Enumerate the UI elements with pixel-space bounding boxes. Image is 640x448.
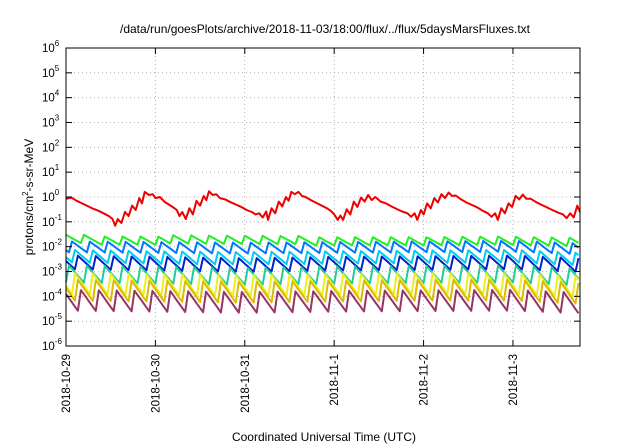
series-line-7 <box>65 278 580 305</box>
x-tick-label: 2018-11-3 <box>508 354 520 406</box>
y-tick-label: 105 <box>42 64 60 80</box>
y-tick-label: 103 <box>42 114 60 130</box>
y-tick-label: 101 <box>42 163 60 179</box>
y-tick-label: 102 <box>42 138 60 154</box>
x-tick-label: 2018-11-2 <box>419 354 431 406</box>
chart-title: /data/run/goesPlots/archive/2018-11-03/1… <box>120 22 531 36</box>
series-line-0 <box>65 190 581 227</box>
y-tick-label: 10-3 <box>42 263 62 279</box>
data-series <box>65 190 581 314</box>
x-axis-label: Coordinated Universal Time (UTC) <box>232 430 416 444</box>
series-line-3 <box>65 248 580 266</box>
x-tick-label: 2018-10-30 <box>150 354 162 413</box>
y-tick-label: 106 <box>42 39 60 55</box>
series-line-8 <box>65 288 580 314</box>
x-axis-ticks: 2018-10-29 2018-10-30 2018-10-31 2018-11-1 2… <box>61 48 520 413</box>
series-line-6 <box>65 272 580 298</box>
y-tick-label: 10-6 <box>42 337 62 353</box>
x-tick-label: 2018-10-29 <box>61 354 73 413</box>
y-tick-label: 100 <box>42 188 60 204</box>
y-axis-ticks: 106 105 104 103 102 101 100 10-1 10-2 10-3 10-4 10-… <box>42 39 580 353</box>
y-tick-label: 10-5 <box>42 312 62 328</box>
x-tick-label: 2018-10-31 <box>240 354 252 413</box>
series-line-1 <box>65 233 579 247</box>
x-tick-label: 2018-11-1 <box>329 354 341 406</box>
y-tick-label: 10-4 <box>42 287 62 303</box>
series-line-4 <box>65 254 580 273</box>
series-line-2 <box>65 239 580 255</box>
plot-frame <box>65 47 581 347</box>
y-axis-label: protons/cm2-s-sr-MeV <box>21 139 36 255</box>
y-tick-label: 10-1 <box>42 213 62 229</box>
series-line-5 <box>65 264 580 286</box>
y-tick-label: 10-2 <box>42 238 62 254</box>
y-tick-label: 104 <box>42 89 60 105</box>
